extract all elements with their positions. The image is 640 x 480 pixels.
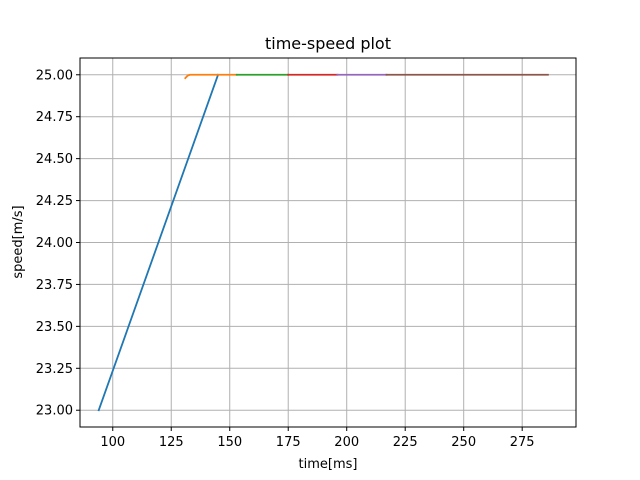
x-tick-label: 150 [217, 435, 242, 450]
x-tick-label: 225 [393, 435, 418, 450]
x-tick-label: 175 [276, 435, 301, 450]
chart-title: time-speed plot [265, 34, 391, 53]
series-line-1 [97, 73, 220, 412]
y-tick-label: 24.75 [36, 110, 73, 125]
series-line-2 [184, 73, 238, 80]
x-tick-label: 100 [100, 435, 125, 450]
y-tick-label: 24.00 [36, 236, 73, 251]
plot-series [97, 73, 549, 412]
y-axis-label: speed[m/s] [11, 205, 26, 278]
x-tick-label: 125 [159, 435, 184, 450]
x-tick-label: 200 [334, 435, 359, 450]
y-tick-label: 23.75 [36, 278, 73, 293]
axes-ticks: 100 125 150 175 200 225 250 275 23.00 23.25 23.50 2… [36, 68, 535, 450]
y-tick-label: 23.50 [36, 320, 73, 335]
x-tick-label: 250 [451, 435, 476, 450]
x-tick-label: 275 [510, 435, 535, 450]
x-axis-label: time[ms] [299, 457, 358, 472]
y-tick-label: 24.25 [36, 194, 73, 209]
y-tick-label: 23.00 [36, 404, 73, 419]
y-tick-label: 25.00 [36, 68, 73, 83]
y-tick-label: 24.50 [36, 152, 73, 167]
y-tick-label: 23.25 [36, 362, 73, 377]
